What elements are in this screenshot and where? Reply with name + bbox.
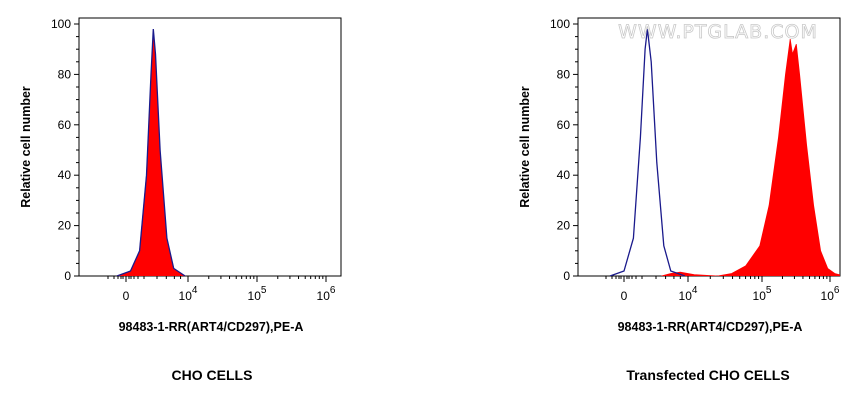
x-tick-exponent: 4 (692, 285, 698, 296)
x-tick-exponent: 5 (766, 285, 772, 296)
y-axis: 0 20 40 60 80 100 (51, 17, 79, 283)
x-tick-label: 106 (317, 285, 336, 303)
x-axis: 0 104 105 106 (605, 276, 840, 303)
x-tick-exponent: 4 (192, 285, 198, 296)
y-tick-label: 0 (563, 269, 570, 283)
x-tick-label: 104 (679, 285, 698, 303)
y-tick-label: 100 (550, 17, 570, 31)
series-control-line (116, 28, 186, 276)
y-axis-label: Relative cell number (518, 86, 532, 208)
x-tick-label: 104 (179, 285, 198, 303)
watermark-text: WWW.PTGLAB.COM (618, 21, 818, 43)
x-tick-label: 106 (821, 285, 840, 303)
series-control-line (609, 28, 686, 276)
y-tick-label: 100 (51, 17, 71, 31)
y-tick-label: 80 (557, 67, 571, 81)
x-axis: 0 104 105 106 (107, 276, 336, 303)
panel-cho-cells: 0 20 40 60 80 100 0 104 105 106 Relative cell numb… (19, 17, 342, 383)
x-tick-label: 0 (123, 289, 130, 303)
y-tick-label: 20 (557, 219, 571, 233)
panel-title: Transfected CHO CELLS (626, 367, 789, 383)
y-tick-label: 40 (557, 168, 571, 182)
x-tick-exponent: 5 (261, 285, 267, 296)
series-stained-area (661, 39, 840, 276)
x-tick-exponent: 6 (330, 285, 336, 296)
panel-title: CHO CELLS (172, 367, 253, 383)
y-tick-label: 60 (58, 118, 72, 132)
x-tick-exponent: 6 (834, 285, 840, 296)
y-tick-label: 20 (58, 219, 72, 233)
x-axis-label: 98483-1-RR(ART4/CD297),PE-A (119, 320, 304, 334)
plot-frame (78, 17, 342, 277)
y-tick-label: 0 (64, 269, 71, 283)
x-tick-label: 105 (248, 285, 267, 303)
x-tick-label: 0 (621, 289, 628, 303)
y-axis: 0 20 40 60 80 100 (550, 17, 578, 283)
y-tick-label: 40 (58, 168, 72, 182)
y-axis-label: Relative cell number (19, 86, 33, 208)
x-axis-label: 98483-1-RR(ART4/CD297),PE-A (618, 320, 803, 334)
x-tick-label: 105 (753, 285, 772, 303)
panel-transfected-cho-cells: 0 20 40 60 80 100 0 104 105 106 Relative cell numb… (518, 17, 841, 383)
y-tick-label: 60 (557, 118, 571, 132)
y-tick-label: 80 (58, 67, 72, 81)
